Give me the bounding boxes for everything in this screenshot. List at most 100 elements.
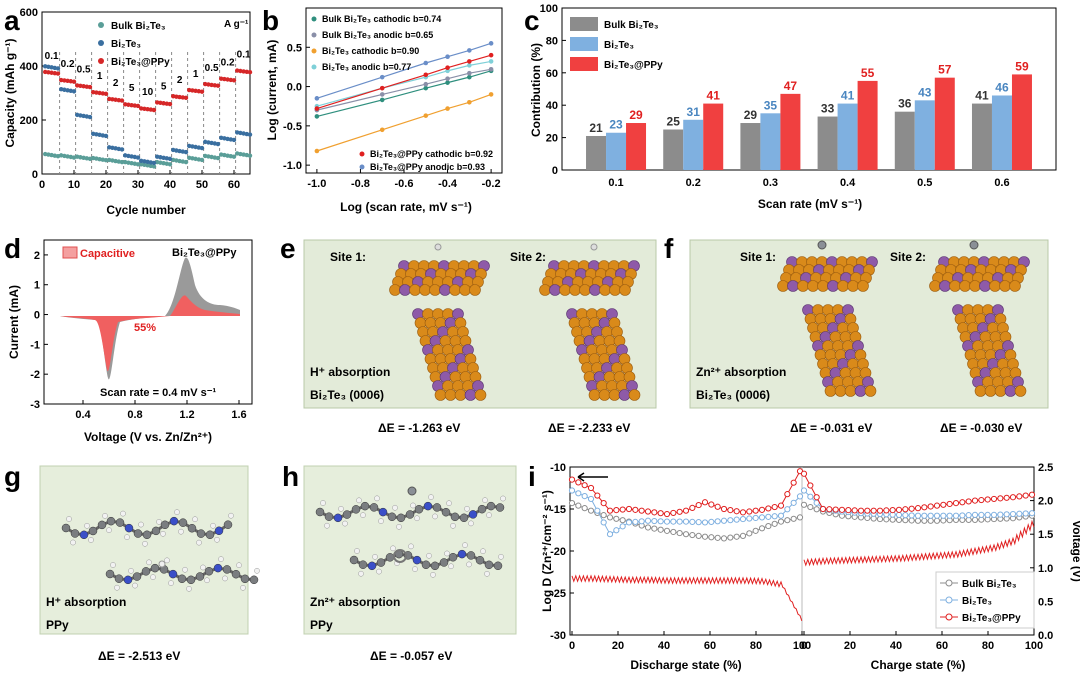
hydrogen-atom — [160, 530, 166, 537]
carbon-atom — [186, 575, 196, 585]
diffusion-point — [784, 517, 791, 524]
panel-e-absorption: H⁺ absorption — [310, 365, 390, 379]
diffusion-point — [914, 505, 922, 512]
diffusion-point — [606, 507, 614, 514]
diffusion-point — [663, 527, 671, 534]
x-tick-label: 50 — [196, 179, 208, 191]
carbon-atom — [141, 567, 151, 576]
diffusion-point — [971, 497, 979, 504]
y-tick-label-right: 1.5 — [1038, 529, 1053, 541]
hydrogen-atom — [500, 495, 506, 502]
panel-f: f Site 1: Site 2: Zn²⁺ absorption Bi₂Te₃… — [664, 233, 1049, 435]
diffusion-point — [851, 507, 858, 514]
diffusion-point — [796, 493, 804, 500]
carbon-atom — [196, 529, 206, 538]
capacity-point — [103, 133, 109, 139]
diffusion-point — [790, 499, 797, 506]
carbon-atom — [430, 561, 440, 571]
hydrogen-atom — [218, 556, 224, 562]
ppy-chain-upper — [61, 509, 234, 547]
capacity-point — [145, 107, 150, 112]
capacity-point — [75, 83, 80, 88]
diffusion-point — [657, 510, 664, 517]
diffusion-point — [651, 525, 658, 532]
capacity-point — [119, 98, 125, 103]
bar — [586, 135, 607, 170]
diffusion-point — [1022, 492, 1029, 499]
diffusion-point — [902, 506, 909, 513]
data-point — [467, 74, 472, 80]
capacity-point — [71, 79, 77, 84]
y-tick-label: -3 — [30, 399, 40, 411]
data-point — [445, 54, 450, 60]
carbon-atom — [324, 512, 334, 521]
te-atom — [599, 284, 611, 296]
capacity-point — [94, 90, 99, 95]
hydrogen-atom — [210, 522, 216, 529]
x-tick-label: 0.4 — [840, 177, 856, 189]
bar-value-label: 25 — [667, 115, 681, 129]
y-tick-label: -2 — [30, 369, 40, 381]
te-atom — [929, 280, 941, 292]
diffusion-point — [720, 517, 728, 524]
h-atom-site2 — [590, 243, 598, 251]
panel-b-xlabel: Log (scan rate, mV s⁻¹) — [340, 200, 472, 214]
panel-letter-h: h — [282, 461, 299, 492]
diffusion-point — [638, 518, 645, 525]
hydrogen-atom — [396, 523, 402, 530]
diffusion-point — [746, 508, 753, 515]
h-atom-site1 — [434, 243, 442, 251]
capacity-point — [148, 107, 153, 112]
hydrogen-atom — [222, 575, 228, 582]
diffusion-point — [984, 511, 991, 518]
y-tick-label-left: -25 — [550, 588, 566, 600]
diffusion-point — [619, 523, 626, 530]
te-atom — [837, 280, 849, 292]
diffusion-point — [959, 512, 966, 519]
diffusion-point — [765, 513, 772, 520]
bar — [934, 77, 955, 170]
te-atom — [807, 280, 819, 292]
carbon-atom — [484, 560, 494, 570]
nitrogen-atom — [468, 510, 478, 519]
carbon-atom — [405, 510, 415, 519]
diffusion-point — [752, 514, 759, 522]
bar-value-label: 57 — [938, 63, 952, 77]
diffusion-point — [813, 506, 820, 513]
zn-atom-site2 — [969, 240, 979, 250]
hydrogen-atom — [320, 500, 326, 506]
diffusion-point — [921, 504, 928, 511]
hydrogen-atom — [196, 539, 202, 546]
diffusion-point — [1022, 510, 1029, 517]
hydrogen-atom — [174, 509, 180, 515]
hydrogen-atom — [192, 516, 198, 523]
carbon-atom — [349, 555, 359, 565]
te-atom — [569, 284, 581, 296]
legend-swatch-c1 — [570, 17, 598, 31]
te-atom — [949, 280, 961, 292]
legend-marker-i3 — [945, 613, 953, 621]
diffusion-point — [600, 519, 607, 526]
x-tick-label: 60 — [936, 640, 948, 652]
bi2te3-slab-site2-top — [539, 260, 640, 296]
x-tick-label: -0.2 — [482, 178, 501, 190]
diffusion-point — [997, 495, 1004, 502]
x-tick-label: 0.2 — [686, 177, 701, 189]
diffusion-point — [940, 501, 947, 508]
capacity-point — [177, 94, 182, 100]
y-tick-label: 0 — [552, 165, 558, 177]
bi2te3-slab-zn-site1-side — [802, 304, 877, 397]
hydrogen-atom — [114, 584, 120, 591]
nitrogen-atom — [123, 575, 133, 585]
legend-marker-b2 — [311, 32, 317, 38]
panel-d: d 0.4 0.8 1.2 1.6 -3 -2 -1 0 1 2 Capacitive Bi₂Te… — [4, 233, 253, 444]
carbon-atom — [88, 526, 98, 536]
te-atom — [959, 280, 971, 292]
diffusion-point — [695, 532, 702, 539]
hydrogen-atom — [338, 505, 344, 512]
x-tick-label: 60 — [704, 640, 716, 652]
diffusion-point — [908, 505, 915, 512]
nitrogen-atom — [124, 523, 134, 533]
legend-swatch-c3 — [570, 57, 598, 71]
diffusion-point — [632, 506, 639, 513]
